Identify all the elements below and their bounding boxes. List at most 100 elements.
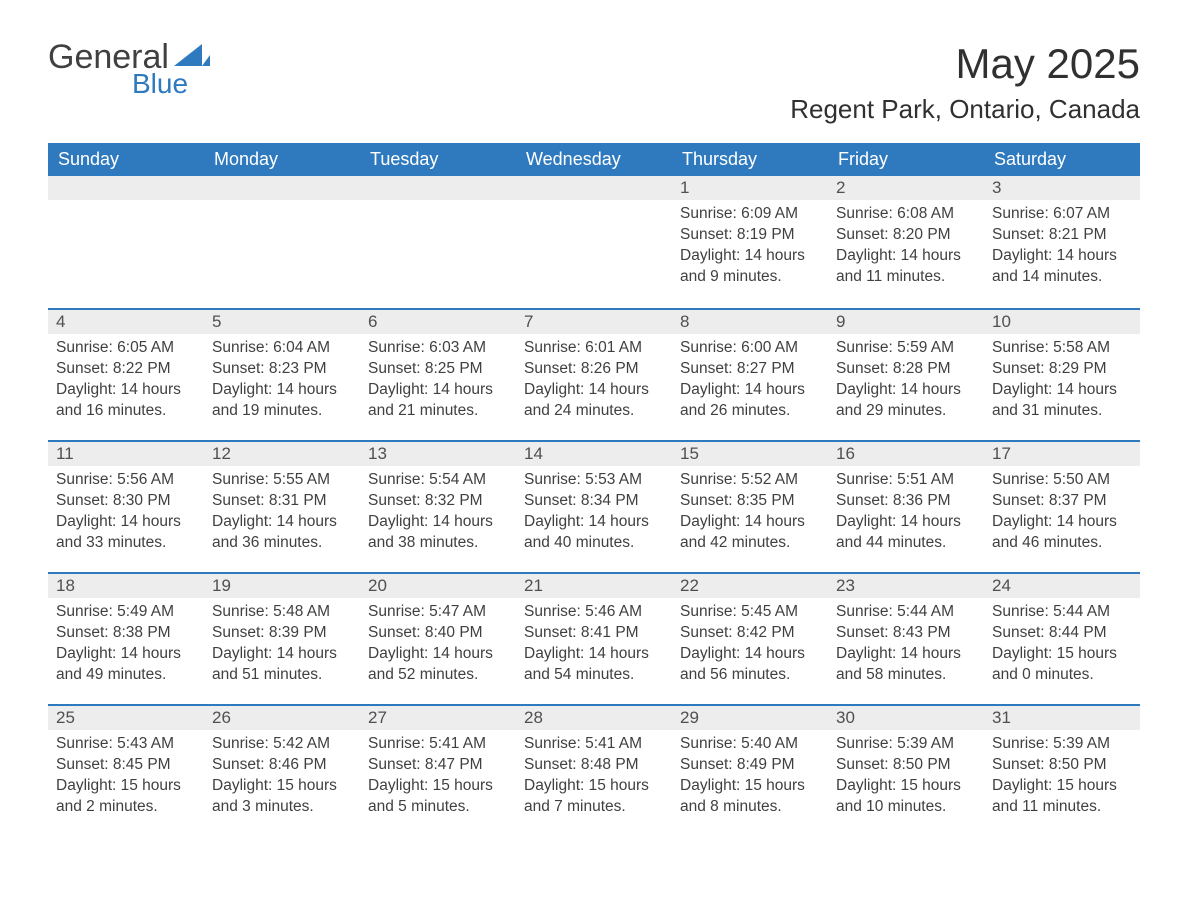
calendar-day-cell: 13Sunrise: 5:54 AMSunset: 8:32 PMDayligh…	[360, 440, 516, 572]
sunset-line: Sunset: 8:25 PM	[368, 359, 508, 380]
weekday-header: Tuesday	[360, 143, 516, 176]
day-number-bar: 13	[360, 440, 516, 466]
day-details: Sunrise: 5:47 AMSunset: 8:40 PMDaylight:…	[360, 598, 516, 686]
daylight-line: Daylight: 14 hours and 14 minutes.	[992, 246, 1132, 288]
sunrise-line: Sunrise: 5:45 AM	[680, 602, 820, 623]
sunrise-line: Sunrise: 5:46 AM	[524, 602, 664, 623]
sunset-line: Sunset: 8:23 PM	[212, 359, 352, 380]
sunset-line: Sunset: 8:30 PM	[56, 491, 196, 512]
daylight-line: Daylight: 14 hours and 40 minutes.	[524, 512, 664, 554]
sunrise-line: Sunrise: 5:56 AM	[56, 470, 196, 491]
day-details: Sunrise: 5:46 AMSunset: 8:41 PMDaylight:…	[516, 598, 672, 686]
daylight-line: Daylight: 14 hours and 16 minutes.	[56, 380, 196, 422]
calendar-day-cell: 16Sunrise: 5:51 AMSunset: 8:36 PMDayligh…	[828, 440, 984, 572]
day-number-bar	[204, 176, 360, 200]
day-number-bar: 19	[204, 572, 360, 598]
sunrise-line: Sunrise: 5:43 AM	[56, 734, 196, 755]
day-details: Sunrise: 5:59 AMSunset: 8:28 PMDaylight:…	[828, 334, 984, 422]
calendar-day-cell: 27Sunrise: 5:41 AMSunset: 8:47 PMDayligh…	[360, 704, 516, 836]
calendar-week-row: 18Sunrise: 5:49 AMSunset: 8:38 PMDayligh…	[48, 572, 1140, 704]
month-title: May 2025	[790, 40, 1140, 88]
sunset-line: Sunset: 8:43 PM	[836, 623, 976, 644]
sunset-line: Sunset: 8:19 PM	[680, 225, 820, 246]
daylight-line: Daylight: 15 hours and 3 minutes.	[212, 776, 352, 818]
brand-mark-icon	[174, 44, 210, 71]
sunrise-line: Sunrise: 5:44 AM	[992, 602, 1132, 623]
day-details: Sunrise: 6:03 AMSunset: 8:25 PMDaylight:…	[360, 334, 516, 422]
sunset-line: Sunset: 8:41 PM	[524, 623, 664, 644]
sunrise-line: Sunrise: 5:40 AM	[680, 734, 820, 755]
day-details: Sunrise: 5:58 AMSunset: 8:29 PMDaylight:…	[984, 334, 1140, 422]
day-number-bar: 1	[672, 176, 828, 200]
calendar-day-cell: 6Sunrise: 6:03 AMSunset: 8:25 PMDaylight…	[360, 308, 516, 440]
calendar-day-cell: 17Sunrise: 5:50 AMSunset: 8:37 PMDayligh…	[984, 440, 1140, 572]
sunset-line: Sunset: 8:38 PM	[56, 623, 196, 644]
day-number-bar: 21	[516, 572, 672, 598]
daylight-line: Daylight: 14 hours and 19 minutes.	[212, 380, 352, 422]
sunset-line: Sunset: 8:31 PM	[212, 491, 352, 512]
daylight-line: Daylight: 15 hours and 11 minutes.	[992, 776, 1132, 818]
calendar-day-cell: 8Sunrise: 6:00 AMSunset: 8:27 PMDaylight…	[672, 308, 828, 440]
day-details: Sunrise: 6:07 AMSunset: 8:21 PMDaylight:…	[984, 200, 1140, 288]
day-details: Sunrise: 5:44 AMSunset: 8:43 PMDaylight:…	[828, 598, 984, 686]
sunset-line: Sunset: 8:32 PM	[368, 491, 508, 512]
day-number-bar: 6	[360, 308, 516, 334]
calendar-day-cell: 11Sunrise: 5:56 AMSunset: 8:30 PMDayligh…	[48, 440, 204, 572]
sunrise-line: Sunrise: 5:59 AM	[836, 338, 976, 359]
calendar-day-cell: 20Sunrise: 5:47 AMSunset: 8:40 PMDayligh…	[360, 572, 516, 704]
calendar-day-cell: 14Sunrise: 5:53 AMSunset: 8:34 PMDayligh…	[516, 440, 672, 572]
daylight-line: Daylight: 14 hours and 49 minutes.	[56, 644, 196, 686]
day-number-bar: 3	[984, 176, 1140, 200]
sunrise-line: Sunrise: 6:05 AM	[56, 338, 196, 359]
brand-name-bottom: Blue	[132, 68, 210, 100]
sunrise-line: Sunrise: 5:48 AM	[212, 602, 352, 623]
daylight-line: Daylight: 15 hours and 0 minutes.	[992, 644, 1132, 686]
sunrise-line: Sunrise: 5:55 AM	[212, 470, 352, 491]
sunrise-line: Sunrise: 5:58 AM	[992, 338, 1132, 359]
daylight-line: Daylight: 14 hours and 42 minutes.	[680, 512, 820, 554]
day-details: Sunrise: 6:05 AMSunset: 8:22 PMDaylight:…	[48, 334, 204, 422]
calendar-day-cell: 19 Sunrise: 5:48 AMSunset: 8:39 PMDayligh…	[204, 572, 360, 704]
sunset-line: Sunset: 8:27 PM	[680, 359, 820, 380]
calendar-day-cell: 5Sunrise: 6:04 AMSunset: 8:23 PMDaylight…	[204, 308, 360, 440]
day-details: Sunrise: 5:54 AMSunset: 8:32 PMDaylight:…	[360, 466, 516, 554]
day-number-bar: 15	[672, 440, 828, 466]
sunrise-line: Sunrise: 5:39 AM	[992, 734, 1132, 755]
sunrise-line: Sunrise: 5:49 AM	[56, 602, 196, 623]
sunrise-line: Sunrise: 5:47 AM	[368, 602, 508, 623]
daylight-line: Daylight: 14 hours and 51 minutes.	[212, 644, 352, 686]
weekday-header: Thursday	[672, 143, 828, 176]
sunset-line: Sunset: 8:28 PM	[836, 359, 976, 380]
daylight-line: Daylight: 14 hours and 54 minutes.	[524, 644, 664, 686]
sunset-line: Sunset: 8:46 PM	[212, 755, 352, 776]
day-details: Sunrise: 6:00 AMSunset: 8:27 PMDaylight:…	[672, 334, 828, 422]
sunrise-line: Sunrise: 6:08 AM	[836, 204, 976, 225]
sunset-line: Sunset: 8:40 PM	[368, 623, 508, 644]
day-number-bar: 2	[828, 176, 984, 200]
sunset-line: Sunset: 8:37 PM	[992, 491, 1132, 512]
page-header: General Blue May 2025 Regent Park, Ontar…	[48, 40, 1140, 139]
calendar-day-cell: 2Sunrise: 6:08 AMSunset: 8:20 PMDaylight…	[828, 176, 984, 308]
calendar-day-cell: 12Sunrise: 5:55 AMSunset: 8:31 PMDayligh…	[204, 440, 360, 572]
daylight-line: Daylight: 14 hours and 58 minutes.	[836, 644, 976, 686]
calendar-day-cell: 24Sunrise: 5:44 AMSunset: 8:44 PMDayligh…	[984, 572, 1140, 704]
sunset-line: Sunset: 8:44 PM	[992, 623, 1132, 644]
calendar-day-cell: 28Sunrise: 5:41 AMSunset: 8:48 PMDayligh…	[516, 704, 672, 836]
day-details: Sunrise: 5:49 AMSunset: 8:38 PMDaylight:…	[48, 598, 204, 686]
day-details: Sunrise: 6:04 AMSunset: 8:23 PMDaylight:…	[204, 334, 360, 422]
daylight-line: Daylight: 14 hours and 44 minutes.	[836, 512, 976, 554]
calendar-day-cell: 9Sunrise: 5:59 AMSunset: 8:28 PMDaylight…	[828, 308, 984, 440]
title-block: May 2025 Regent Park, Ontario, Canada	[790, 40, 1140, 139]
weekday-header: Saturday	[984, 143, 1140, 176]
day-details: Sunrise: 6:08 AMSunset: 8:20 PMDaylight:…	[828, 200, 984, 288]
sunset-line: Sunset: 8:49 PM	[680, 755, 820, 776]
calendar-empty-cell	[204, 176, 360, 308]
calendar-day-cell: 25Sunrise: 5:43 AMSunset: 8:45 PMDayligh…	[48, 704, 204, 836]
calendar-day-cell: 26Sunrise: 5:42 AMSunset: 8:46 PMDayligh…	[204, 704, 360, 836]
brand-logo: General Blue	[48, 40, 210, 100]
sunset-line: Sunset: 8:42 PM	[680, 623, 820, 644]
sunset-line: Sunset: 8:39 PM	[212, 623, 352, 644]
location-subtitle: Regent Park, Ontario, Canada	[790, 94, 1140, 125]
sunrise-line: Sunrise: 6:07 AM	[992, 204, 1132, 225]
day-number-bar: 14	[516, 440, 672, 466]
